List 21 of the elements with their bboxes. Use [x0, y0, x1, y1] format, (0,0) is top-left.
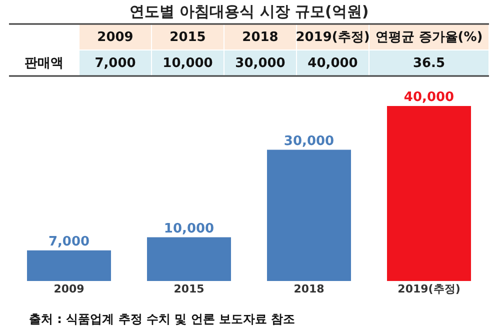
- data-label: 10,000: [164, 221, 214, 236]
- text: 7,000: [94, 56, 136, 71]
- category-label: 2018: [242, 30, 278, 45]
- x-tick-label: 2018: [294, 282, 324, 296]
- data-label: 7,000: [48, 234, 90, 250]
- chart-title: 연도별 아침대용식 시장 규모(억원): [129, 2, 369, 20]
- category-label: 2009: [97, 30, 134, 45]
- category-label: 2015: [170, 30, 206, 45]
- text: 40,000: [308, 56, 358, 71]
- text: 36.5: [412, 56, 446, 71]
- text: 30,000: [235, 56, 286, 71]
- x-tick-label: 2015: [174, 282, 204, 296]
- data-label: 40,000: [404, 90, 454, 105]
- text: 연평균 증가율(%): [375, 30, 483, 45]
- category-label: 2019(추정): [296, 30, 370, 45]
- text: 판매액: [24, 56, 64, 71]
- x-tick-label: 2019(추정): [398, 282, 460, 296]
- x-tick-label: 2009: [54, 282, 84, 296]
- text: 10,000: [162, 56, 213, 71]
- data-label: 30,000: [284, 134, 334, 149]
- source-note: 출처 : 식품업계 추정 수치 및 언론 보도자료 참조: [29, 312, 296, 326]
